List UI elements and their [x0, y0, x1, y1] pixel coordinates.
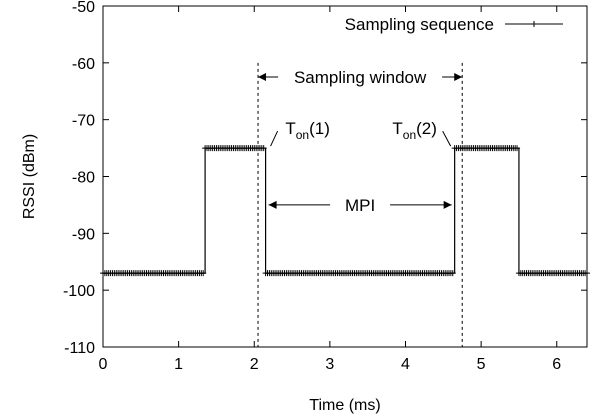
ton2-sub: on — [403, 128, 416, 142]
x-tick-label: 0 — [99, 356, 108, 373]
ticks-layer: 0 1 2 3 4 5 6 -110 -100 -90 -80 -70 -60 -50 — [63, 0, 587, 373]
ton1-label: Ton(1) — [285, 119, 330, 142]
sampling-window-label: Sampling window — [294, 68, 427, 87]
y-tick-label: -50 — [72, 0, 95, 16]
x-axis-title: Time (ms) — [309, 397, 380, 414]
sample-point — [449, 270, 456, 277]
x-tick-label: 2 — [250, 356, 259, 373]
arrow-head — [443, 200, 452, 209]
x-tick-label: 3 — [325, 356, 334, 373]
x-tick-label: 1 — [174, 356, 183, 373]
series-layer — [100, 145, 590, 277]
y-tick-label: -100 — [63, 283, 95, 300]
ton2-pointer — [442, 130, 452, 147]
x-tick-label: 4 — [401, 356, 410, 373]
ton1-sub: on — [296, 128, 309, 142]
sample-point — [200, 270, 207, 277]
plot-frame — [102, 5, 588, 348]
ton2-suffix: (2) — [416, 119, 437, 138]
arrow-head — [258, 73, 267, 82]
ton1-main: T — [285, 119, 295, 138]
vlines-layer — [257, 62, 463, 347]
y-tick-label: -80 — [72, 170, 95, 187]
legend-markers — [531, 21, 537, 27]
arrow-head — [268, 200, 277, 209]
y-tick-label: -70 — [72, 113, 95, 130]
mpi-label: MPI — [345, 196, 375, 215]
y-tick-label: -90 — [72, 226, 95, 243]
x-tick-label: 6 — [552, 356, 561, 373]
legend: Sampling sequence — [345, 15, 563, 34]
y-axis-title: RSSI (dBm) — [21, 134, 38, 219]
legend-label: Sampling sequence — [345, 15, 494, 34]
ton1-suffix: (1) — [309, 119, 330, 138]
y-tick-label: -60 — [72, 56, 95, 73]
sample-point — [260, 145, 267, 152]
ton2-main: T — [392, 119, 402, 138]
ton2-label: Ton(2) — [392, 119, 437, 142]
legend-marker — [531, 21, 537, 27]
sample-point — [514, 145, 521, 152]
arrow-head — [454, 73, 463, 82]
x-tick-label: 5 — [477, 356, 486, 373]
y-tick-label: -110 — [64, 340, 95, 357]
annotation-layer: Sampling window MPI Ton(1) Ton(2) — [258, 68, 463, 215]
ton1-pointer — [270, 130, 279, 147]
